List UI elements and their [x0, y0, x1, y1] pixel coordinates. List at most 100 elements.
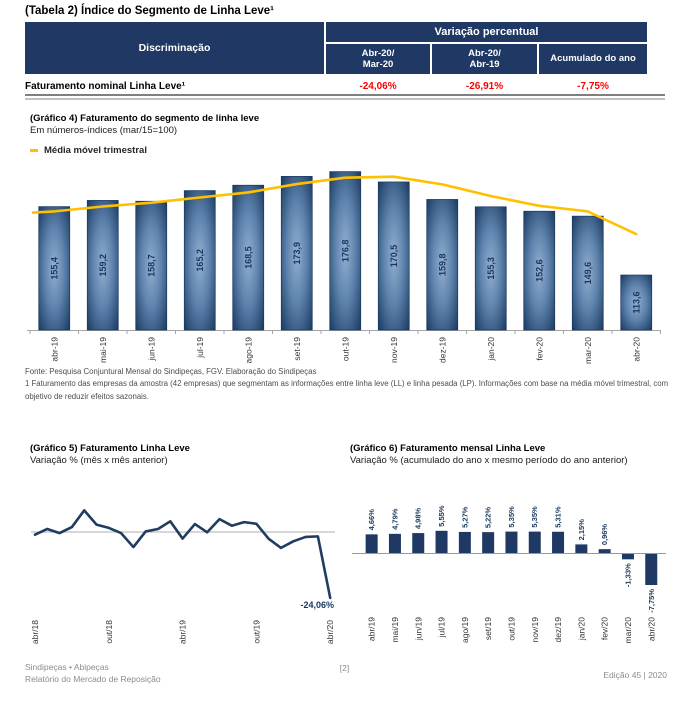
- bar: [365, 534, 378, 553]
- bar: [620, 274, 653, 331]
- chart5-title: (Gráfico 5) Faturamento Linha Leve: [30, 443, 190, 454]
- x-tick-label: nov/19: [530, 617, 540, 643]
- bar: [523, 210, 556, 331]
- bar: [474, 206, 507, 331]
- x-tick-label: dez-19: [437, 337, 447, 363]
- bar: [329, 171, 362, 331]
- discrimination-header: Discriminação: [25, 22, 324, 74]
- bar-value-label: -7,75%: [647, 589, 656, 613]
- table-title: (Tabela 2) Índice do Segmento de Linha L…: [25, 5, 274, 17]
- x-tick-label: jun/19: [413, 617, 423, 641]
- bar-value-label: 5,35%: [507, 506, 516, 528]
- x-tick-label: jul/19: [437, 617, 447, 639]
- x-tick-label: mai-19: [98, 337, 108, 363]
- bar-value-label: 5,55%: [437, 505, 446, 527]
- col-header-line1: Abr-20/: [468, 47, 501, 59]
- bar: [575, 544, 588, 553]
- bar-value-label: 159,8: [438, 253, 448, 276]
- bar: [412, 533, 425, 553]
- bar: [38, 206, 71, 331]
- bar: [232, 184, 265, 331]
- col-header-line2: Mar-20: [362, 59, 394, 70]
- chart5-subtitle: Variação % (mês x mês anterior): [30, 455, 168, 466]
- x-tick-label: abr/19: [367, 617, 377, 641]
- bar: [621, 554, 634, 560]
- col-header-abr20-abr19: Abr-20/ Abr-19: [432, 44, 537, 74]
- bar-value-label: 4,79%: [390, 508, 399, 530]
- x-tick-label: out-19: [340, 337, 350, 361]
- x-tick-label: out/18: [104, 620, 114, 644]
- bar-value-label: 159,2: [98, 254, 108, 277]
- footer-brand-line1: Sindipeças • Abipeças: [25, 662, 109, 672]
- chart4-subtitle: Em números-índices (mar/15=100): [30, 125, 178, 136]
- bar-value-label: 4,98%: [414, 507, 423, 529]
- col-header-acumulado: Acumulado do ano: [539, 44, 647, 74]
- table-bottom-rule: [25, 94, 665, 100]
- bar: [280, 176, 313, 331]
- x-tick-label: jan/20: [576, 617, 586, 641]
- source-block: Fonte: Pesquisa Conjuntural Mensal do Si…: [25, 366, 681, 403]
- bar-value-label: 165,2: [195, 249, 205, 272]
- chart4-canvas: 155,4 abr-19 159,2 mai-19 158,7 jun-19 165,2 ju…: [27, 171, 661, 364]
- bar-value-label: 5,35%: [530, 506, 539, 528]
- x-tick-label: mar-20: [583, 337, 593, 364]
- edition-label: Edição 45 | 2020: [603, 670, 667, 680]
- x-tick-label: out/19: [251, 620, 261, 644]
- bar-value-label: -1,33%: [623, 563, 632, 587]
- chart6-canvas: 4,66% abr/19 4,79% mai/19 4,98% jun/19 5,55% ju…: [352, 505, 666, 644]
- x-tick-label: abr-20: [631, 337, 641, 362]
- bar: [528, 531, 541, 553]
- table-row: Faturamento nominal Linha Leve¹ -24,06% …: [25, 75, 647, 97]
- bar: [598, 549, 611, 553]
- row-label: Faturamento nominal Linha Leve¹: [25, 80, 186, 92]
- bar: [552, 531, 565, 553]
- row-value: -7,75%: [577, 80, 609, 92]
- bar-value-label: 5,27%: [460, 506, 469, 528]
- bar: [505, 531, 518, 553]
- summary-table: Discriminação Variação percentual Abr-20…: [25, 22, 647, 97]
- bar-value-label: 5,22%: [484, 507, 493, 529]
- x-tick-label: ago-19: [243, 337, 253, 364]
- end-value-label: -24,06%: [300, 600, 334, 610]
- x-tick-label: abr/18: [30, 620, 40, 644]
- x-tick-label: nov-19: [389, 337, 399, 363]
- footer-brand: Sindipeças • Abipeças Relatório do Merca…: [25, 661, 161, 686]
- bar-value-label: 168,5: [244, 246, 254, 269]
- bar-value-label: 170,5: [389, 245, 399, 268]
- legend-label: Média móvel trimestral: [44, 145, 147, 156]
- x-tick-label: fev-20: [534, 337, 544, 361]
- x-tick-label: abr/20: [325, 620, 335, 644]
- chart4-title: (Gráfico 4) Faturamento do segmento de l…: [30, 113, 260, 124]
- chart6-title: (Gráfico 6) Faturamento mensal Linha Lev…: [350, 443, 546, 454]
- col-header-line2: Abr-19: [469, 59, 500, 70]
- bar: [135, 200, 168, 331]
- x-tick-label: fev/20: [600, 617, 610, 640]
- bar: [86, 200, 119, 331]
- x-tick-label: set/19: [483, 617, 493, 640]
- bar-value-label: 155,4: [50, 257, 60, 280]
- source-note: 1 Faturamento das empresas da amostra (4…: [25, 379, 669, 401]
- x-tick-label: mar/20: [623, 617, 633, 644]
- bar-value-label: 2,15%: [577, 519, 586, 541]
- bar: [388, 533, 401, 553]
- page-number: [2]: [339, 663, 350, 673]
- bar-value-label: 173,9: [292, 242, 302, 265]
- bar-value-label: 152,6: [535, 259, 545, 282]
- x-tick-label: dez/19: [553, 617, 563, 643]
- x-tick-label: jan-20: [486, 337, 496, 362]
- bar-value-label: 113,6: [632, 291, 642, 313]
- bar-value-label: 0,96%: [600, 524, 609, 546]
- chart4-legend: Média móvel trimestral: [30, 145, 147, 156]
- bar: [482, 532, 495, 553]
- x-tick-label: jul-19: [195, 337, 205, 359]
- col-header-abr20-mar20: Abr-20/ Mar-20: [326, 44, 430, 74]
- bar: [571, 215, 604, 331]
- bar-value-label: 155,3: [486, 257, 496, 280]
- x-tick-label: abr/19: [178, 620, 188, 644]
- moving-average-line: [31, 175, 638, 236]
- x-tick-label: out/19: [506, 617, 516, 641]
- summary-table-header: Discriminação Variação percentual Abr-20…: [25, 22, 647, 74]
- legend-dash-icon: [30, 148, 38, 152]
- bar-value-label: 149,6: [583, 262, 593, 285]
- footer-brand-line2: Relatório do Mercado de Reposição: [25, 674, 161, 685]
